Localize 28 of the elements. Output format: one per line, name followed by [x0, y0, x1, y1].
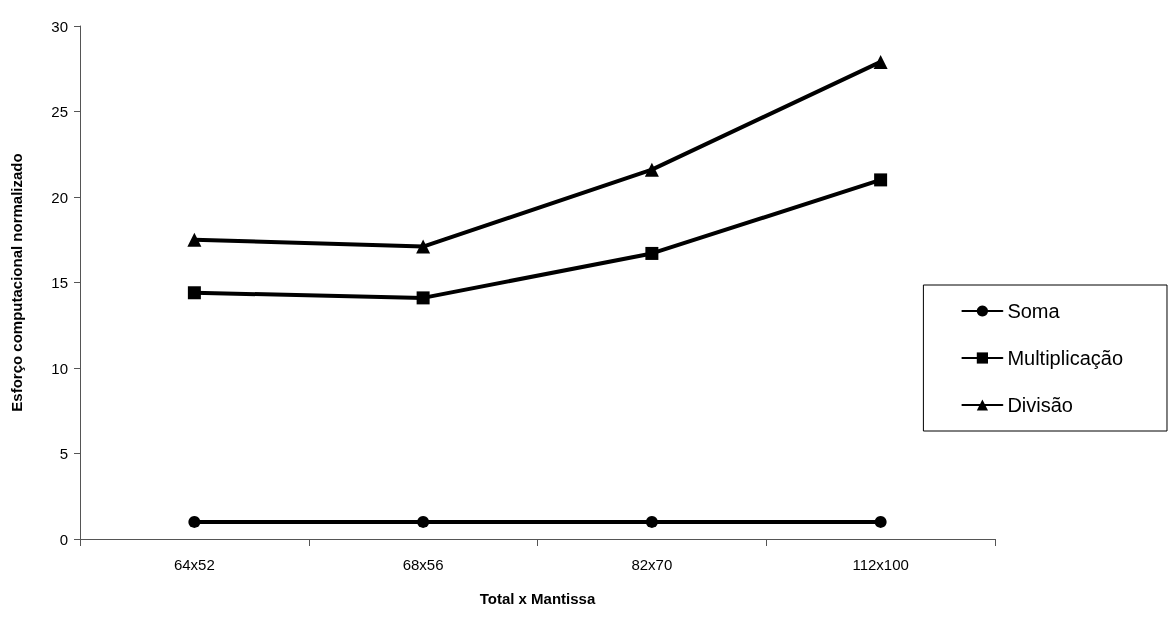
point	[873, 54, 888, 69]
point	[188, 515, 201, 528]
y-tick-label: 30	[51, 17, 68, 35]
point	[644, 162, 659, 177]
y-tick-label: 0	[59, 530, 68, 548]
x-tick-label: 82x70	[631, 556, 673, 573]
point	[645, 246, 659, 260]
y-axis-title: Esforço computacional normalizado	[8, 153, 25, 412]
x-axis-title: Total x Mantissa	[479, 590, 596, 607]
point	[416, 239, 431, 254]
legend-label: Multiplicação	[1007, 347, 1123, 369]
y-tick-label: 20	[51, 188, 68, 206]
y-tick-label: 25	[51, 103, 68, 120]
x-tick-label: 68x56	[402, 556, 444, 573]
y-tick-label: 10	[51, 359, 68, 377]
point	[645, 515, 658, 528]
x-tick-label: 64x52	[173, 556, 215, 573]
point	[187, 286, 201, 300]
point	[417, 515, 430, 528]
legend-label: Divisão	[1007, 394, 1073, 416]
point	[874, 515, 887, 528]
x-tick-label: 112x100	[852, 556, 909, 573]
y-tick-label: 15	[51, 274, 68, 291]
point	[416, 291, 430, 305]
point	[187, 232, 202, 247]
point	[874, 173, 888, 187]
legend-label: Soma	[1007, 300, 1061, 322]
y-tick-label: 5	[59, 445, 68, 462]
